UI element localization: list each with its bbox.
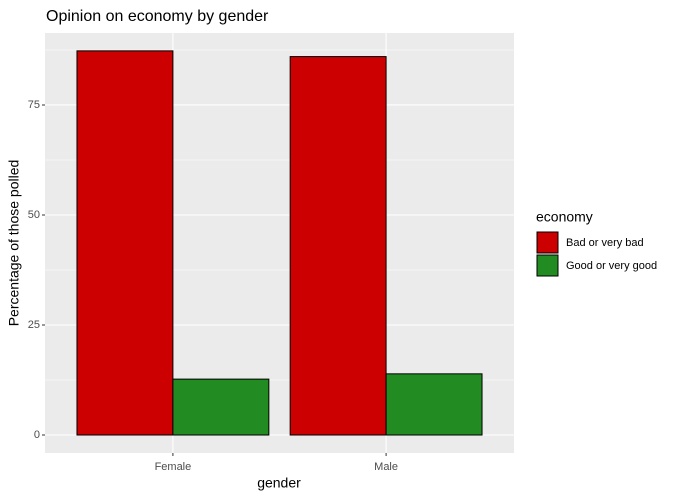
bar	[385, 373, 483, 436]
legend-key	[536, 254, 559, 277]
legend-title: economy	[536, 209, 593, 225]
x-tick-label: Male	[374, 461, 398, 473]
x-axis-label: gender	[257, 475, 301, 491]
y-tick-label: 0	[34, 429, 40, 441]
legend-key	[536, 231, 559, 254]
bar	[172, 378, 270, 436]
legend-label: Good or very good	[566, 260, 657, 272]
y-tick-label: 50	[28, 209, 40, 221]
x-tick-label: Female	[155, 461, 192, 473]
legend-label: Bad or very bad	[566, 237, 644, 249]
y-tick-label: 75	[28, 99, 40, 111]
bar	[289, 56, 387, 436]
bar	[76, 50, 174, 436]
y-axis-label: Percentage of those polled	[6, 160, 22, 327]
y-tick-label: 25	[28, 319, 40, 331]
chart-title: Opinion on economy by gender	[46, 8, 269, 25]
